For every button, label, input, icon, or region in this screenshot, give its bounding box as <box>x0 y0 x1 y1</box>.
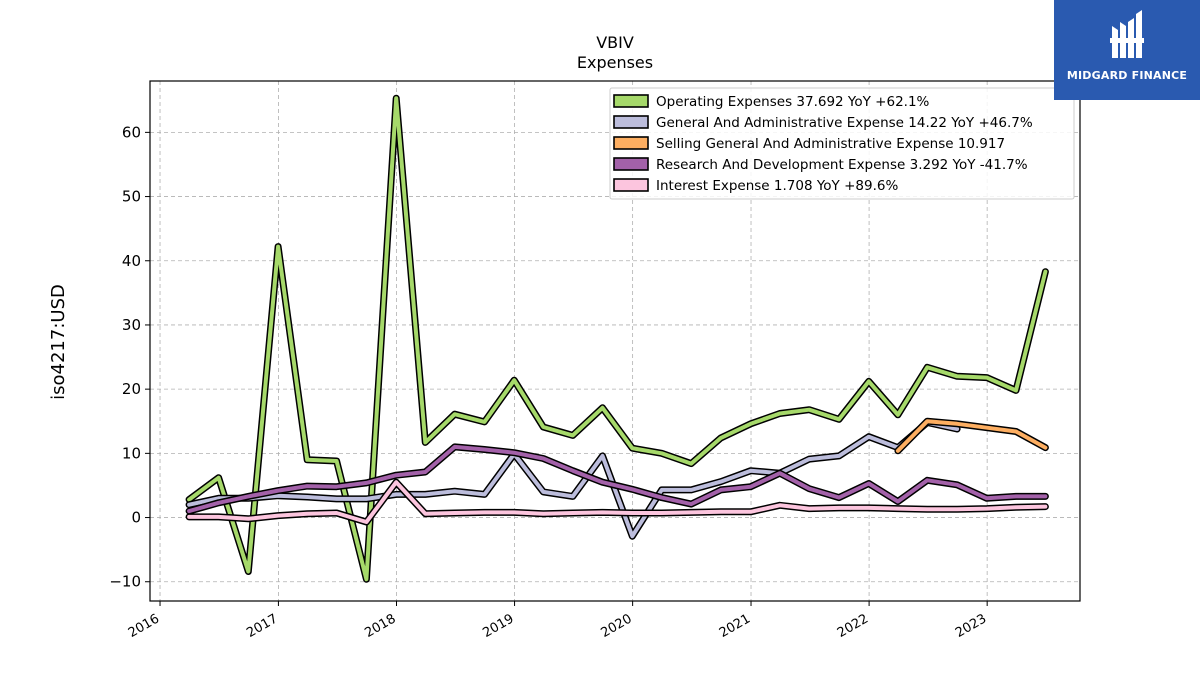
series-line-research-and-development-expense <box>187 444 1048 514</box>
legend-swatch <box>613 115 649 129</box>
x-tick-label: 2016 <box>126 611 162 641</box>
y-tick-label: 0 <box>131 509 141 527</box>
x-tick-label: 2022 <box>835 611 871 641</box>
x-tick-label: 2019 <box>480 611 516 641</box>
legend-swatch <box>613 157 649 171</box>
series-line-selling-general-and-administrative-expense <box>895 419 1048 453</box>
legend-entry: Operating Expenses 37.692 YoY +62.1% <box>656 94 930 110</box>
series-line-interest-expense <box>187 480 1048 524</box>
y-tick-label: 10 <box>122 444 141 462</box>
midgard-finance-logo: MIDGARD FINANCE <box>1054 0 1200 100</box>
y-tick-label: 20 <box>122 380 141 398</box>
y-tick-label: 50 <box>122 188 141 206</box>
chart-subtitle: Expenses <box>577 53 653 72</box>
legend-box <box>609 87 1075 200</box>
legend-swatch <box>613 136 649 150</box>
series-line-operating-expenses <box>187 96 1048 582</box>
y-tick-label: 60 <box>122 123 141 141</box>
legend-entry: Interest Expense 1.708 YoY +89.6% <box>656 178 898 194</box>
y-tick-label: −10 <box>109 573 141 591</box>
x-tick-label: 2023 <box>953 611 989 641</box>
series-lines <box>185 94 1049 583</box>
legend-swatch <box>613 94 649 108</box>
x-tick-label: 2017 <box>244 611 280 641</box>
legend-entry: Selling General And Administrative Expen… <box>656 136 1005 152</box>
legend: Operating Expenses 37.692 YoY +62.1% Gene… <box>609 87 1075 200</box>
y-tick-label: 30 <box>122 316 141 334</box>
legend-swatch <box>613 178 649 192</box>
axes: −10 0 10 20 30 40 50 60 2016 2017 2018 2019 2020 2021… <box>109 123 989 641</box>
y-tick-label: 40 <box>122 252 141 270</box>
x-tick-label: 2021 <box>717 611 753 641</box>
x-tick-label: 2020 <box>598 611 634 641</box>
legend-entry: Research And Development Expense 3.292 Y… <box>656 157 1028 173</box>
plot-frame <box>149 80 1081 602</box>
logo-text: MIDGARD FINANCE <box>1066 69 1188 82</box>
x-tick-label: 2018 <box>362 611 398 641</box>
legend-entry: General And Administrative Expense 14.22… <box>656 115 1033 131</box>
series-line-general-and-administrative-expense <box>187 420 960 539</box>
logo-mark-icon <box>1110 10 1144 58</box>
chart-title: VBIV <box>596 33 634 52</box>
y-axis-label: iso4217:USD <box>48 284 69 400</box>
